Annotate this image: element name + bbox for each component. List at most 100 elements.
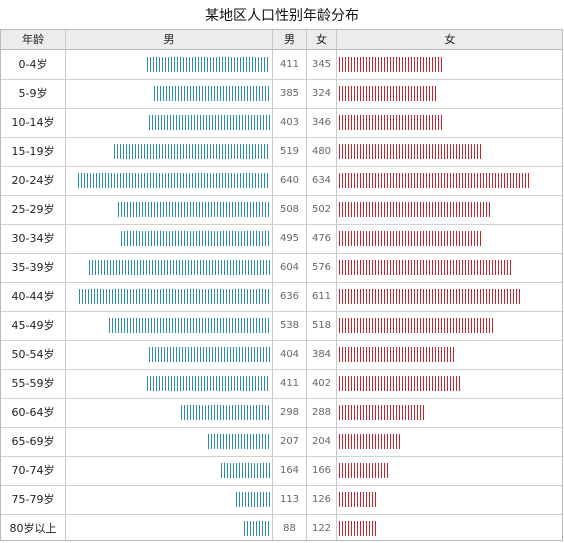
age-group-label: 40-44岁 — [11, 290, 55, 303]
male-count: 164 — [279, 465, 300, 476]
male-count: 403 — [279, 117, 300, 128]
table-row: 60-64岁 298 288 — [1, 398, 562, 427]
male-count: 640 — [279, 175, 300, 186]
male-bar — [221, 463, 270, 478]
age-group-label: 65-69岁 — [11, 435, 55, 448]
table-row: 10-14岁 403 346 — [1, 108, 562, 137]
female-bar — [339, 86, 436, 101]
column-divider — [306, 30, 307, 540]
female-count: 576 — [311, 262, 332, 273]
table-row: 35-39岁 604 576 — [1, 253, 562, 282]
table-row: 30-34岁 495 476 — [1, 224, 562, 253]
female-bar — [339, 521, 376, 536]
table-row: 40-44岁 636 611 — [1, 282, 562, 311]
age-group-label: 55-59岁 — [11, 377, 55, 390]
row-divider — [1, 398, 562, 399]
female-count: 384 — [311, 349, 332, 360]
table-row: 45-49岁 538 518 — [1, 311, 562, 340]
row-divider — [1, 253, 562, 254]
female-count: 402 — [311, 378, 332, 389]
female-bar — [339, 144, 483, 159]
table-row: 70-74岁 164 166 — [1, 456, 562, 485]
age-group-label: 70-74岁 — [11, 464, 55, 477]
male-bar — [208, 434, 270, 449]
female-bar — [339, 492, 377, 507]
table-header: 年龄 男 男 女 女 — [1, 30, 562, 50]
table-row: 50-54岁 404 384 — [1, 340, 562, 369]
female-bar — [339, 231, 482, 246]
female-bar — [339, 318, 494, 333]
female-bar — [339, 463, 389, 478]
header-female-bar: 女 — [444, 33, 456, 46]
column-divider — [65, 30, 66, 540]
male-count: 604 — [279, 262, 300, 273]
male-count: 385 — [279, 88, 300, 99]
female-bar — [339, 289, 522, 304]
row-divider — [1, 514, 562, 515]
table-row: 80岁以上 88 122 — [1, 514, 562, 543]
age-group-label: 50-54岁 — [11, 348, 55, 361]
column-divider — [272, 30, 273, 540]
age-group-label: 0-4岁 — [18, 58, 48, 71]
female-bar — [339, 57, 443, 72]
male-bar — [114, 144, 270, 159]
header-female-count: 女 — [316, 33, 327, 46]
male-bar — [89, 260, 270, 275]
female-bar — [339, 260, 512, 275]
male-count: 411 — [279, 378, 300, 389]
female-count: 518 — [311, 320, 332, 331]
table-row: 55-59岁 411 402 — [1, 369, 562, 398]
male-count: 495 — [279, 233, 300, 244]
male-count: 298 — [279, 407, 300, 418]
population-table: 年龄 男 男 女 女 0-4岁 411 345 5-9岁 385 324 10-14岁 403… — [0, 29, 563, 541]
age-group-label: 25-29岁 — [11, 203, 55, 216]
male-bar — [147, 57, 270, 72]
age-group-label: 45-49岁 — [11, 319, 55, 332]
row-divider — [1, 456, 562, 457]
female-count: 345 — [311, 59, 332, 70]
female-count: 324 — [311, 88, 332, 99]
male-bar — [154, 86, 270, 101]
header-age: 年龄 — [22, 33, 44, 46]
male-count: 88 — [283, 523, 296, 534]
male-bar — [79, 289, 270, 304]
female-count: 126 — [311, 494, 332, 505]
male-bar — [118, 202, 270, 217]
age-group-label: 35-39岁 — [11, 261, 55, 274]
male-count: 113 — [279, 494, 300, 505]
row-divider — [1, 166, 562, 167]
age-group-label: 5-9岁 — [18, 87, 48, 100]
female-count: 611 — [311, 291, 332, 302]
row-divider — [1, 79, 562, 80]
row-divider — [1, 340, 562, 341]
female-bar — [339, 173, 529, 188]
row-divider — [1, 224, 562, 225]
female-count: 122 — [311, 523, 332, 534]
male-count: 404 — [279, 349, 300, 360]
male-count: 508 — [279, 204, 300, 215]
header-male-count: 男 — [284, 33, 295, 46]
female-count: 346 — [311, 117, 332, 128]
table-row: 5-9岁 385 324 — [1, 79, 562, 108]
age-group-label: 20-24岁 — [11, 174, 55, 187]
female-count: 204 — [311, 436, 332, 447]
female-count: 476 — [311, 233, 332, 244]
male-bar — [109, 318, 270, 333]
male-bar — [181, 405, 270, 420]
age-group-label: 10-14岁 — [11, 116, 55, 129]
male-count: 636 — [279, 291, 300, 302]
table-row: 25-29岁 508 502 — [1, 195, 562, 224]
row-divider — [1, 311, 562, 312]
male-count: 538 — [279, 320, 300, 331]
age-group-label: 80岁以上 — [9, 522, 57, 535]
table-row: 0-4岁 411 345 — [1, 50, 562, 79]
male-count: 411 — [279, 59, 300, 70]
male-bar — [149, 347, 270, 362]
female-count: 288 — [311, 407, 332, 418]
table-row: 20-24岁 640 634 — [1, 166, 562, 195]
male-count: 519 — [279, 146, 300, 157]
row-divider — [1, 108, 562, 109]
male-bar — [147, 376, 270, 391]
row-divider — [1, 195, 562, 196]
